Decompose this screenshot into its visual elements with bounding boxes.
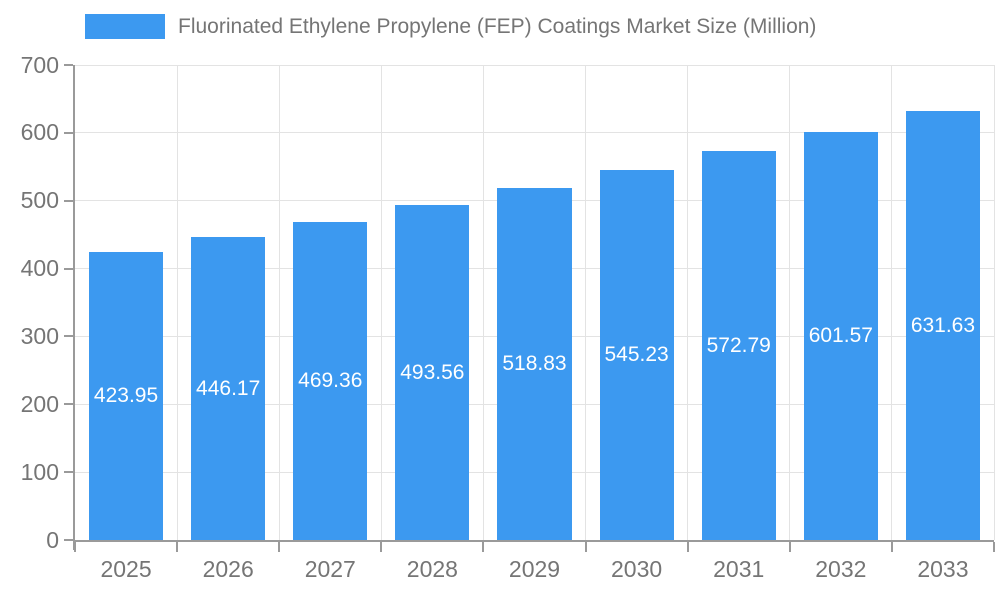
x-axis-tick-3 <box>380 542 383 552</box>
plot-area: 0 100 200 300 400 500 600 700 423.95 2025 446.17 20… <box>21 53 995 581</box>
gridline-x-boundary-2 <box>278 65 280 540</box>
y-axis-label-0: 0 <box>46 526 59 553</box>
bar-2030[interactable]: 545.23 <box>599 170 674 540</box>
legend-item[interactable]: Fluorinated Ethylene Propylene (FEP) Coa… <box>85 14 816 39</box>
x-axis-line <box>73 540 994 542</box>
bar-2025[interactable]: 423.95 <box>89 252 164 540</box>
bar-value-label-2031: 572.79 <box>706 333 771 357</box>
x-axis-tick-6 <box>686 542 689 552</box>
x-axis-label-2028: 2028 <box>406 556 458 582</box>
gridline-x-boundary-5 <box>585 65 587 540</box>
y-axis-label-500: 500 <box>20 187 59 214</box>
bar-2032[interactable]: 601.57 <box>803 131 878 540</box>
bar-value-label-2033: 631.63 <box>910 313 976 337</box>
bar-value-label-2025: 423.95 <box>93 384 159 408</box>
y-axis-tick-500 <box>64 199 73 202</box>
gridline-x-boundary-6 <box>687 65 689 540</box>
x-axis-label-2026: 2026 <box>202 556 254 582</box>
y-axis-label-600: 600 <box>20 119 59 146</box>
gridline-x-boundary-1 <box>176 65 178 540</box>
y-axis-tick-300 <box>64 335 73 338</box>
gridline-x-boundary-3 <box>380 65 382 540</box>
x-axis-label-2032: 2032 <box>815 556 867 582</box>
gridline-y-600 <box>75 132 994 134</box>
x-axis-label-2033: 2033 <box>917 556 969 582</box>
x-axis-tick-0 <box>74 542 76 552</box>
bar-value-label-2032: 601.57 <box>808 323 873 347</box>
x-axis-tick-9 <box>993 542 995 552</box>
bar-value-label-2028: 493.56 <box>400 360 465 384</box>
x-axis-label-2031: 2031 <box>713 556 765 582</box>
x-axis-tick-1 <box>176 542 179 552</box>
y-axis-label-200: 200 <box>20 390 59 417</box>
gridline-x-boundary-9 <box>993 65 995 540</box>
x-axis-tick-7 <box>788 542 791 552</box>
bar-2033[interactable]: 631.63 <box>905 111 980 540</box>
bar-value-label-2029: 518.83 <box>502 351 567 375</box>
legend-swatch <box>85 14 165 39</box>
gridline-x-boundary-7 <box>789 65 791 540</box>
y-axis-label-700: 700 <box>20 51 59 78</box>
x-axis-label-2025: 2025 <box>100 556 152 582</box>
y-axis-tick-600 <box>64 131 73 134</box>
x-axis-tick-4 <box>482 542 485 552</box>
bar-2028[interactable]: 493.56 <box>395 205 470 540</box>
x-axis-label-2029: 2029 <box>508 556 561 582</box>
legend-label: Fluorinated Ethylene Propylene (FEP) Coa… <box>178 14 817 38</box>
x-axis-tick-5 <box>584 542 587 552</box>
bar-2027[interactable]: 469.36 <box>293 221 368 540</box>
bar-value-label-2027: 469.36 <box>298 368 363 392</box>
x-axis-label-2027: 2027 <box>304 556 356 582</box>
y-axis-line <box>73 65 75 550</box>
bar-2029[interactable]: 518.83 <box>497 187 572 540</box>
bar-value-label-2026: 446.17 <box>196 376 261 400</box>
bar-value-label-2030: 545.23 <box>604 343 669 367</box>
y-axis-label-300: 300 <box>20 322 59 349</box>
bar-2031[interactable]: 572.79 <box>701 151 776 540</box>
gridline-x-boundary-8 <box>891 65 893 540</box>
gridline-y-700 <box>75 64 994 66</box>
x-axis-tick-8 <box>890 542 893 552</box>
y-axis-tick-100 <box>64 471 73 474</box>
gridline-x-boundary-4 <box>482 65 484 540</box>
y-axis-tick-700 <box>64 64 73 66</box>
y-axis-label-100: 100 <box>20 458 59 485</box>
bar-2026[interactable]: 446.17 <box>191 237 266 540</box>
y-axis-tick-400 <box>64 267 73 270</box>
y-axis-label-400: 400 <box>20 255 59 282</box>
x-axis-label-2030: 2030 <box>611 556 663 582</box>
x-axis-tick-2 <box>278 542 281 552</box>
y-axis-tick-200 <box>64 403 73 406</box>
y-axis-tick-0 <box>64 539 73 541</box>
